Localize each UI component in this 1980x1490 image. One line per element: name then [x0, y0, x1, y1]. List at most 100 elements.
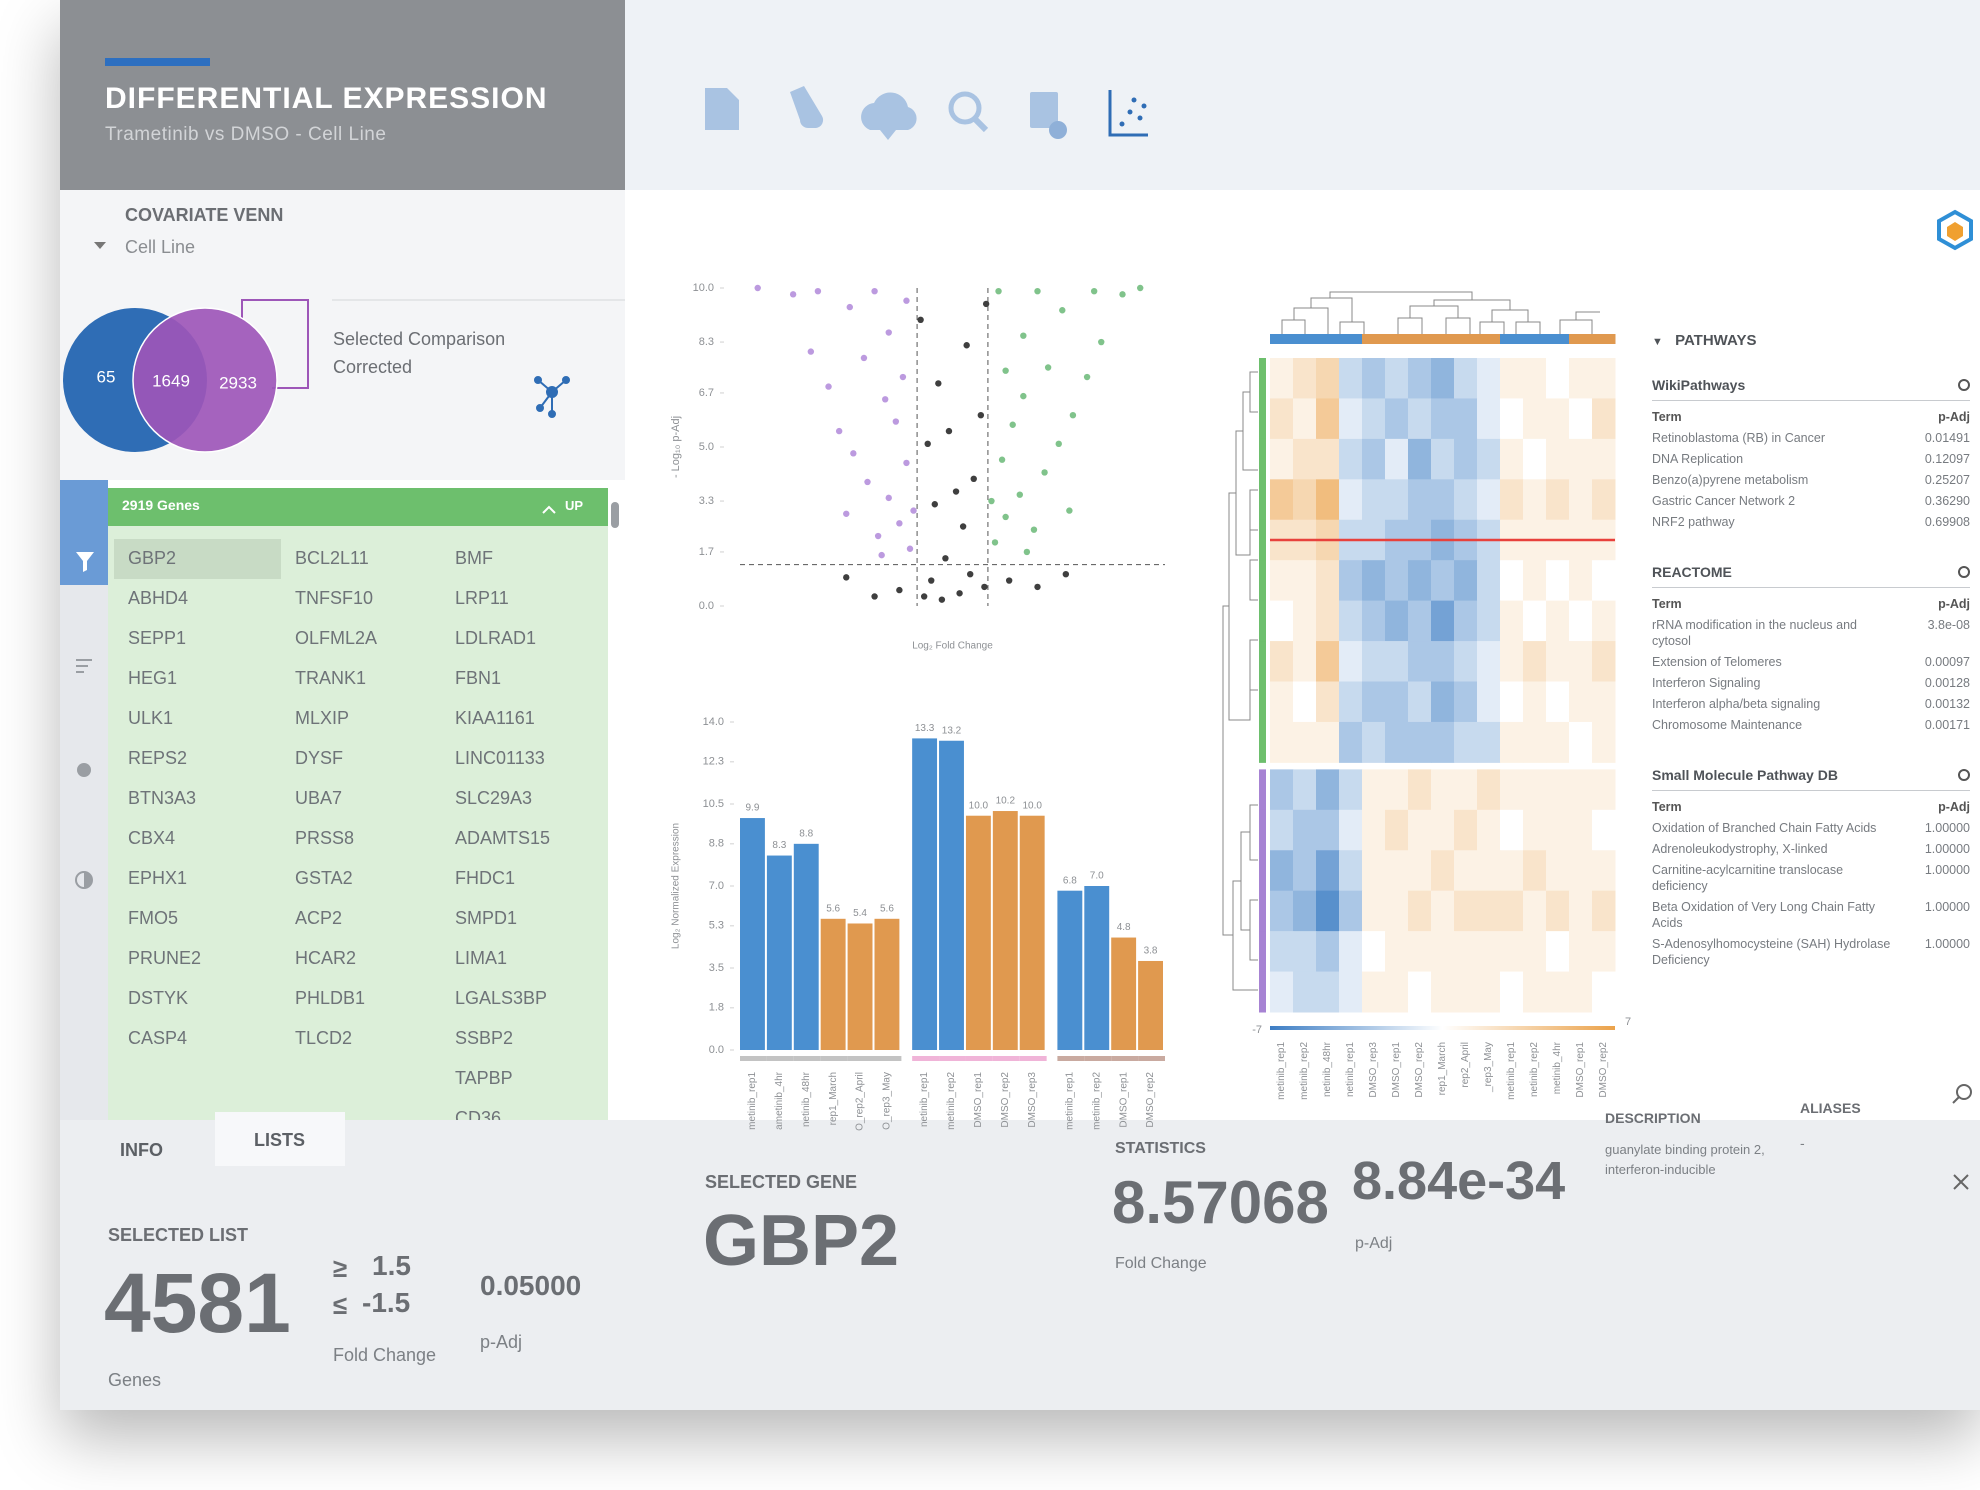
gene-name[interactable]: CASP4: [128, 1028, 188, 1048]
heatmap-cell: [1408, 809, 1432, 851]
gene-name[interactable]: SSBP2: [455, 1028, 514, 1048]
icon-flask[interactable]: [790, 86, 824, 128]
venn-dropdown-arrow[interactable]: [94, 242, 106, 249]
heatmap-cell: [1454, 890, 1478, 932]
gene-name[interactable]: ULK1: [128, 708, 174, 728]
gene-name[interactable]: ACP2: [295, 908, 343, 928]
search-icon[interactable]: [1958, 566, 1970, 578]
pathway-row[interactable]: Retinoblastoma (RB) in Cancer 0.01491: [1652, 430, 1970, 446]
gene-name[interactable]: ADAMTS15: [455, 828, 551, 848]
search-icon[interactable]: [1958, 769, 1970, 781]
gene-name[interactable]: LGALS3BP: [455, 988, 548, 1008]
gene-name[interactable]: TNFSF10: [295, 588, 374, 608]
gene-name[interactable]: SLC29A3: [455, 788, 533, 808]
gene-name[interactable]: KIAA1161: [455, 708, 535, 728]
gene-name[interactable]: TAPBP: [455, 1068, 513, 1088]
icon-document[interactable]: [705, 88, 739, 130]
pathway-row[interactable]: Beta Oxidation of Very Long Chain Fatty …: [1652, 899, 1970, 931]
gene-name[interactable]: DSTYK: [128, 988, 189, 1008]
gene-direction[interactable]: UP: [565, 498, 584, 513]
heatmap-cell: [1477, 560, 1501, 602]
gene-name[interactable]: UBA7: [295, 788, 343, 808]
gene-name[interactable]: BTN3A3: [128, 788, 197, 808]
gene-name[interactable]: SMPD1: [455, 908, 518, 928]
icon-table[interactable]: [1030, 92, 1058, 128]
x-tick-label: metinib_rep2: [946, 1072, 957, 1130]
gene-name[interactable]: GSTA2: [295, 868, 353, 888]
column-annotation: [1385, 334, 1409, 344]
gene-name[interactable]: EPHX1: [128, 868, 188, 888]
gene-name[interactable]: LDLRAD1: [455, 628, 537, 648]
heatmap-cell: [1362, 641, 1386, 682]
gene-name[interactable]: DYSF: [295, 748, 344, 768]
pathway-row[interactable]: Gastric Cancer Network 2 0.36290: [1652, 493, 1970, 509]
icon-search[interactable]: [1956, 1084, 1972, 1100]
volcano-point: [1066, 507, 1073, 514]
volcano-point: [963, 342, 970, 349]
gene-name[interactable]: TRANK1: [295, 668, 367, 688]
icon-lines[interactable]: [76, 659, 92, 673]
pathway-row[interactable]: Adrenoleukodystrophy, X-linked 1.00000: [1652, 841, 1970, 857]
pathway-row[interactable]: Carnitine-acylcarnitine translocase defi…: [1652, 862, 1970, 894]
gene-name[interactable]: PRUNE2: [128, 948, 202, 968]
pathway-row[interactable]: Benzo(a)pyrene metabolism 0.25207: [1652, 472, 1970, 488]
gene-name[interactable]: LINC01133: [455, 748, 545, 768]
icon-cloud-download[interactable]: [861, 92, 917, 140]
pathway-row[interactable]: Extension of Telomeres 0.00097: [1652, 654, 1970, 670]
gene-name[interactable]: FHDC1: [455, 868, 516, 888]
tab-info[interactable]: INFO: [120, 1140, 163, 1160]
gene-name[interactable]: SEPP1: [128, 628, 187, 648]
venn-covariate[interactable]: Cell Line: [125, 237, 195, 257]
gene-name[interactable]: FBN1: [455, 668, 502, 688]
gene-name[interactable]: FMO5: [128, 908, 179, 928]
icon-chevron-up[interactable]: [542, 505, 556, 514]
icon-chat[interactable]: [77, 763, 91, 777]
column-annotation: [1408, 334, 1432, 344]
pathways-title-row[interactable]: ▼ PATHWAYS: [1652, 332, 1970, 349]
pathway-row[interactable]: S-Adenosylhomocysteine (SAH) Hydrolase D…: [1652, 936, 1970, 968]
search-icon[interactable]: [1958, 379, 1970, 391]
pathway-row[interactable]: NRF2 pathway 0.69908: [1652, 514, 1970, 530]
gene-name[interactable]: HCAR2: [295, 948, 357, 968]
row-annotation: [1259, 809, 1266, 851]
gene-name[interactable]: PHLDB1: [295, 988, 366, 1008]
pathway-row[interactable]: rRNA modification in the nucleus and cyt…: [1652, 617, 1970, 649]
selected-list-count-label: Genes: [108, 1370, 162, 1390]
gene-name[interactable]: BCL2L11: [295, 548, 369, 568]
gene-name[interactable]: BMF: [455, 548, 493, 568]
volcano-point: [1016, 491, 1023, 498]
group-underline: [1138, 1056, 1165, 1061]
pathway-row[interactable]: Oxidation of Branched Chain Fatty Acids 1…: [1652, 820, 1970, 836]
network-icon[interactable]: [534, 376, 570, 418]
pathway-row[interactable]: DNA Replication 0.12097: [1652, 451, 1970, 467]
pathway-row[interactable]: Interferon alpha/beta signaling 0.00132: [1652, 696, 1970, 712]
gene-name[interactable]: PRSS8: [295, 828, 355, 848]
scrollbar[interactable]: [611, 502, 619, 528]
gene-name[interactable]: LRP11: [455, 588, 509, 608]
gene-name[interactable]: GBP2: [128, 548, 177, 568]
gene-name[interactable]: HEG1: [128, 668, 178, 688]
gene-name[interactable]: MLXIP: [295, 708, 350, 728]
gene-name[interactable]: CD36: [455, 1108, 502, 1120]
gene-highlight[interactable]: [114, 539, 281, 579]
icon-scatter-axis[interactable]: [1108, 90, 1148, 137]
heatmap-cell: [1454, 600, 1478, 642]
heatmap-cell: [1270, 769, 1294, 811]
pathway-row[interactable]: Interferon Signaling 0.00128: [1652, 675, 1970, 691]
app-logo[interactable]: [1937, 209, 1973, 251]
gene-name[interactable]: TLCD2: [295, 1028, 353, 1048]
gene-name[interactable]: LIMA1: [455, 948, 508, 968]
icon-close[interactable]: [1953, 1174, 1969, 1190]
volcano-point: [906, 545, 914, 552]
icon-filter[interactable]: [76, 552, 94, 572]
x-tick-label: DMSO_rep3: [1027, 1072, 1038, 1128]
volcano-point: [864, 478, 871, 486]
pathway-row[interactable]: Chromosome Maintenance 0.00171: [1652, 717, 1970, 733]
gene-name[interactable]: OLFML2A: [295, 628, 378, 648]
gene-name[interactable]: REPS2: [128, 748, 188, 768]
tab-lists[interactable]: LISTS: [254, 1130, 306, 1150]
lists-tab-bg[interactable]: [215, 1112, 345, 1166]
gene-name[interactable]: ABHD4: [128, 588, 189, 608]
gene-name[interactable]: CBX4: [128, 828, 176, 848]
icon-search-chart[interactable]: [948, 91, 982, 125]
